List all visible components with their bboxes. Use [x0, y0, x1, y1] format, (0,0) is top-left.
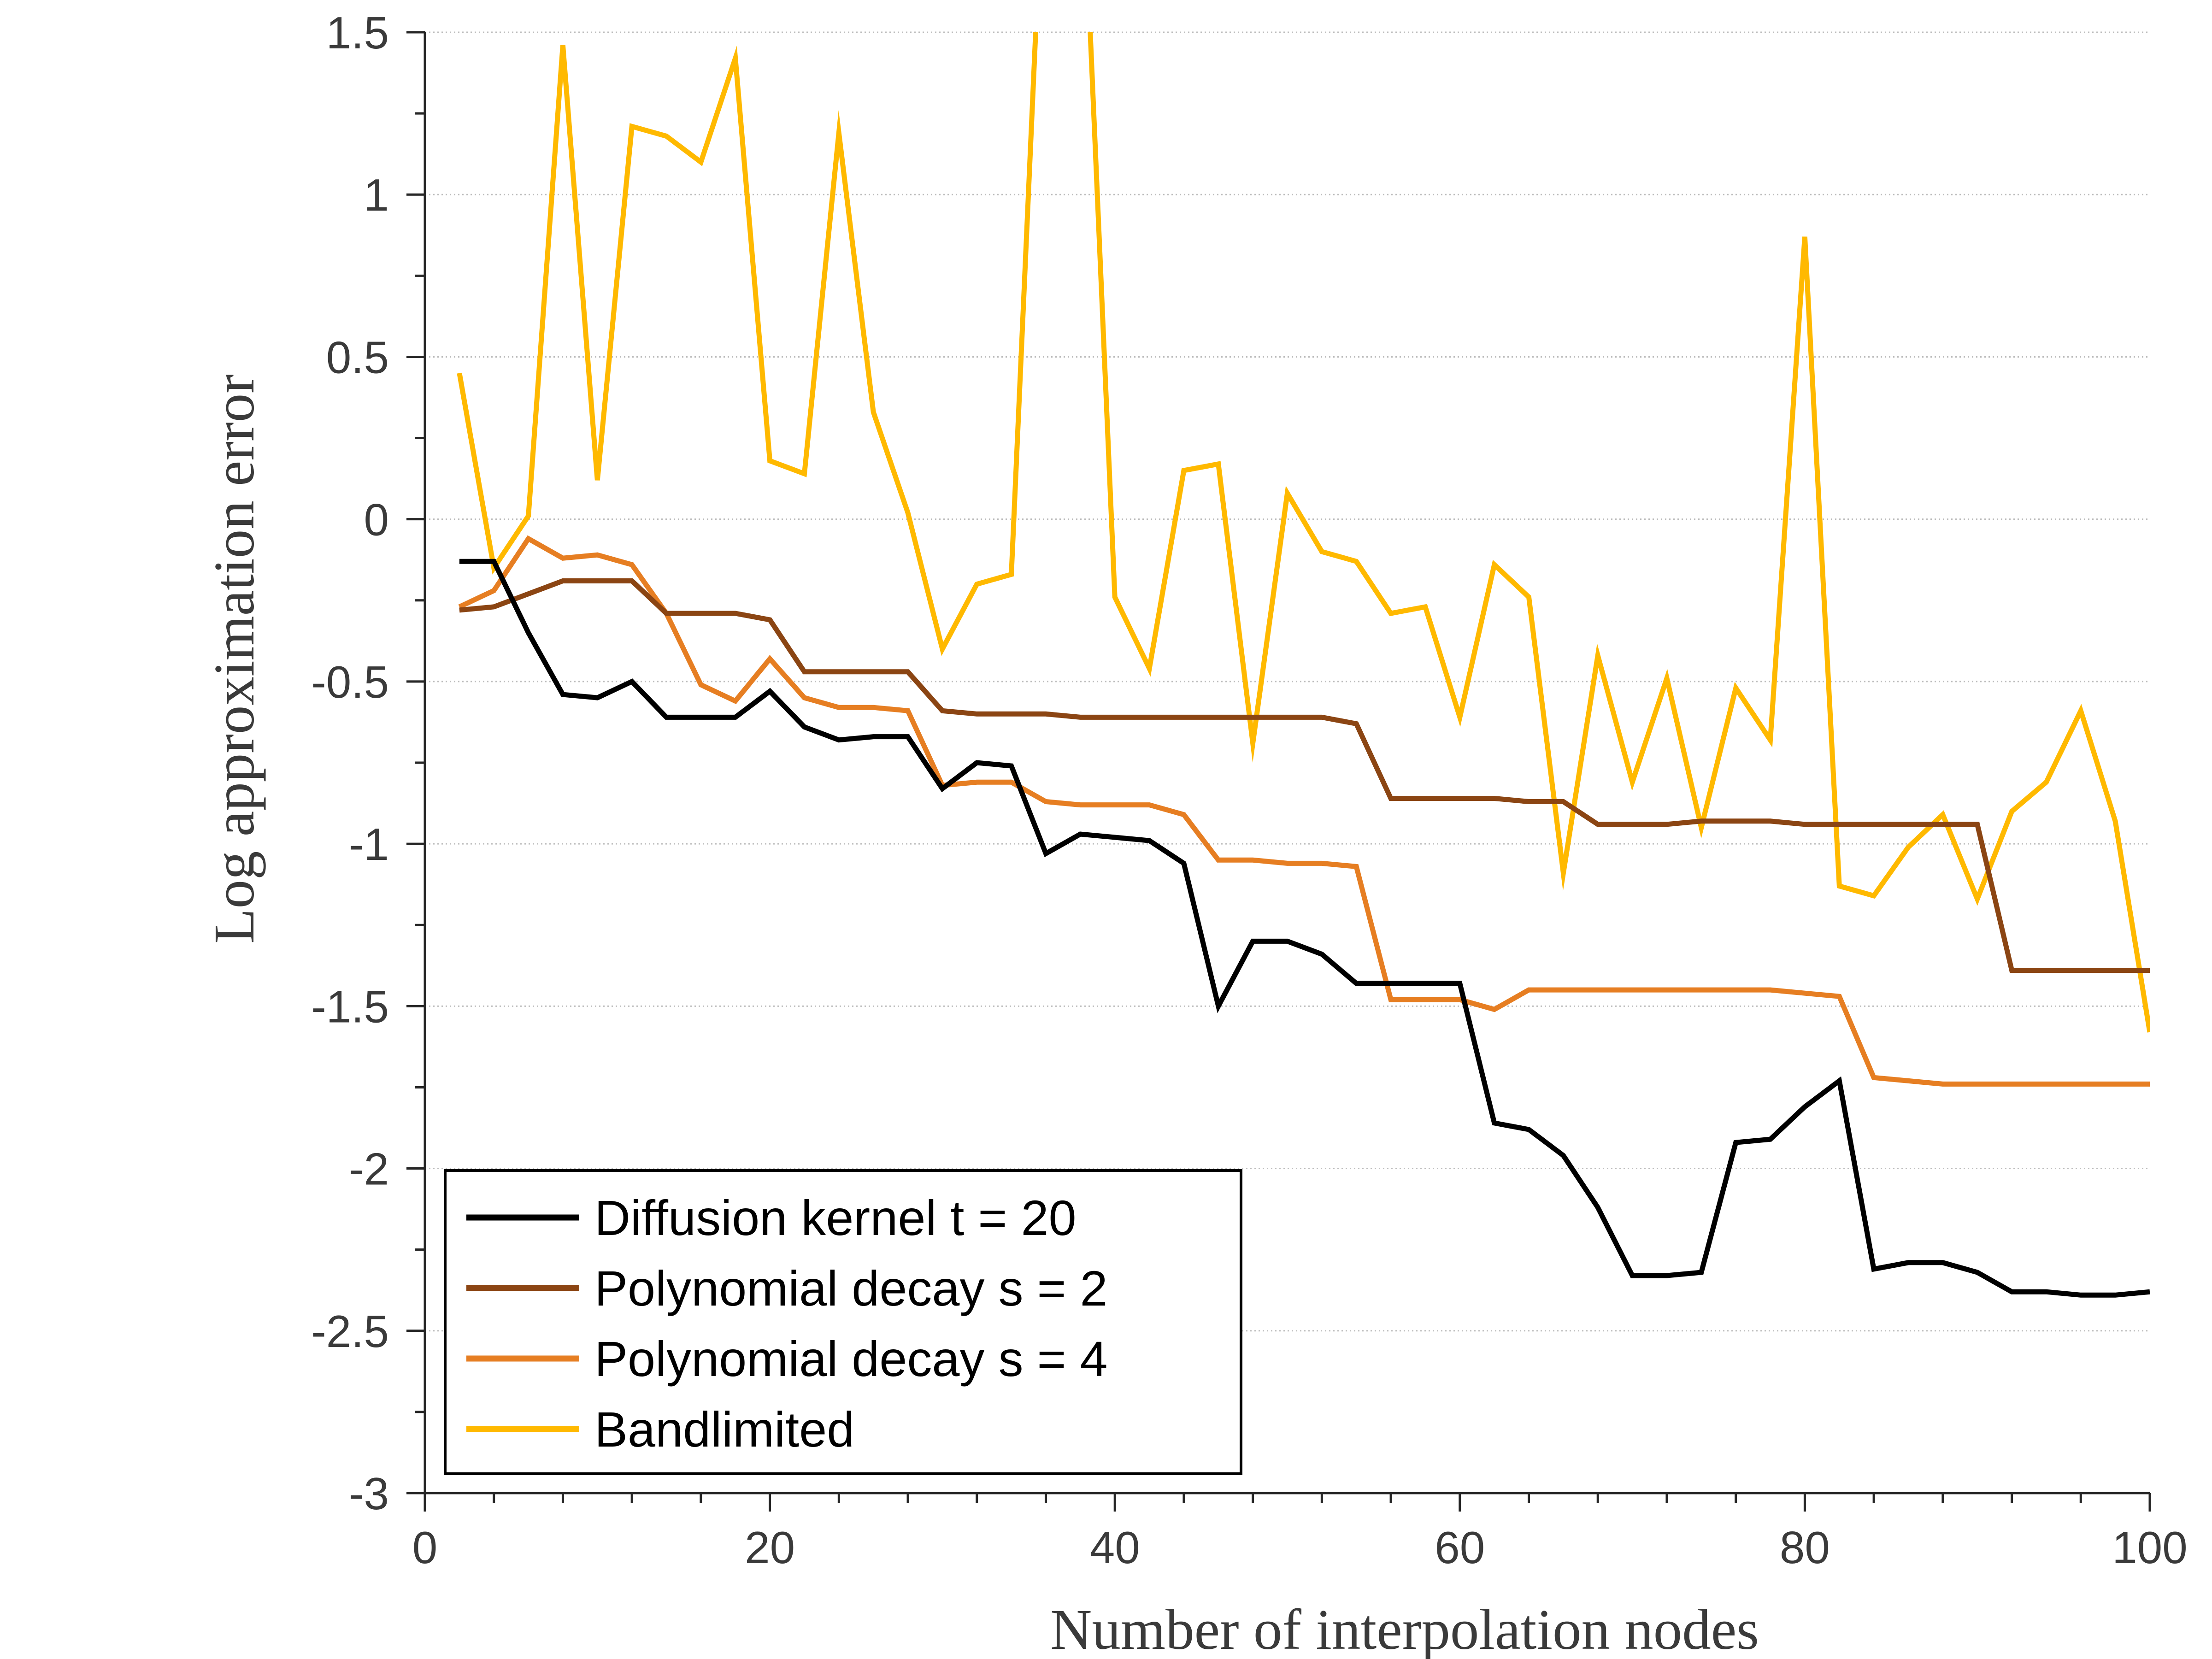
series-lines	[457, 32, 2150, 1298]
x-tick-label: 100	[2112, 1522, 2188, 1573]
series-line-polynomial-decay-s-4	[458, 535, 2150, 1087]
x-tick-label: 80	[1780, 1522, 1830, 1573]
tick-labels: -3 -2.5 -2 -1.5 -1 -0.5 0 0.5 1 1.5 0 20 40 60 80 100	[311, 7, 2188, 1573]
legend-label: Diffusion kernel t = 20	[594, 1190, 1077, 1246]
legend-label: Polynomial decay s = 4	[594, 1331, 1108, 1387]
y-tick-label: -0.5	[311, 657, 389, 707]
y-tick-label: -3	[349, 1468, 389, 1519]
legend: Diffusion kernel t = 20 Polynomial decay …	[444, 1169, 1242, 1475]
y-tick-label: -1.5	[311, 981, 389, 1032]
y-tick-label: 1.5	[326, 7, 389, 58]
series-line-polynomial-decay-s-2	[459, 578, 2150, 973]
series-line-bandlimited	[457, 32, 2150, 1033]
x-tick-label: 40	[1090, 1522, 1140, 1573]
x-tick-label: 0	[412, 1522, 438, 1573]
y-tick-label: 1	[364, 170, 389, 220]
y-tick-label: 0	[364, 494, 389, 545]
y-tick-label: -2.5	[311, 1306, 389, 1357]
legend-label: Polynomial decay s = 2	[594, 1260, 1108, 1316]
axes	[406, 31, 2151, 1512]
y-tick-label: -1	[349, 819, 389, 870]
series-line-diffusion-kernel-t-20	[459, 559, 2150, 1298]
y-axis-title: Log approximation error	[203, 374, 266, 944]
x-tick-label: 60	[1435, 1522, 1485, 1573]
y-tick-label: 0.5	[326, 332, 389, 382]
legend-label: Bandlimited	[594, 1401, 854, 1457]
x-axis-title: Number of interpolation nodes	[1050, 1598, 1759, 1659]
x-tick-label: 20	[745, 1522, 795, 1573]
legend-box	[444, 1169, 1242, 1475]
y-tick-label: -2	[349, 1144, 389, 1194]
